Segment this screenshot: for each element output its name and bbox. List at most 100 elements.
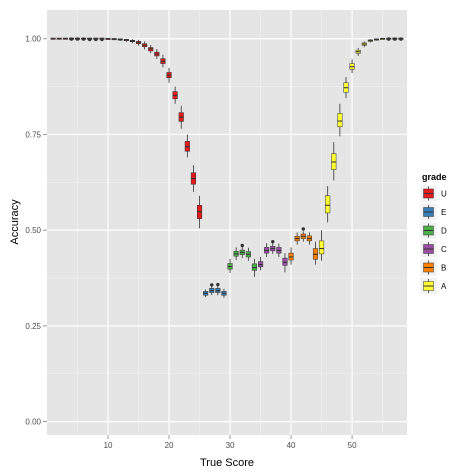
box-18 xyxy=(154,49,160,60)
legend-title: grade xyxy=(422,172,447,182)
box-outlier xyxy=(393,37,397,41)
y-axis-title: Accuracy xyxy=(9,199,21,245)
box-21 xyxy=(172,86,178,104)
box-outlier xyxy=(81,37,86,41)
box-43 xyxy=(306,232,312,245)
legend-item-e: E xyxy=(419,203,446,221)
box-26 xyxy=(203,289,209,298)
box-17 xyxy=(148,44,154,54)
box-7 xyxy=(87,37,93,42)
box-47 xyxy=(331,142,337,181)
y-tick-label: 0.25 xyxy=(25,322,41,331)
plot-background xyxy=(47,10,407,435)
box-10 xyxy=(105,37,111,40)
box-outlier xyxy=(240,243,244,248)
box-body xyxy=(282,257,288,266)
box-52 xyxy=(361,41,367,48)
box-2 xyxy=(56,37,62,40)
box-34 xyxy=(251,258,258,277)
box-25 xyxy=(196,195,203,229)
legend-label: E xyxy=(441,208,446,217)
box-outlier xyxy=(271,239,275,244)
legend-label: C xyxy=(441,245,447,254)
box-outlier xyxy=(75,37,80,41)
box-54 xyxy=(373,38,380,41)
box-53 xyxy=(367,39,373,43)
box-28 xyxy=(215,282,221,296)
box-55 xyxy=(380,37,386,40)
box-14 xyxy=(129,39,135,44)
box-58 xyxy=(398,37,404,41)
box-50 xyxy=(349,59,355,74)
box-outlier xyxy=(88,37,92,42)
x-tick-label: 20 xyxy=(165,441,174,450)
box-3 xyxy=(62,37,68,40)
legend-item-d: D xyxy=(419,221,447,240)
box-16 xyxy=(142,41,148,50)
legend: grade UE DC BA xyxy=(419,172,447,295)
box-outlier xyxy=(100,37,104,42)
box-48 xyxy=(337,103,343,137)
x-tick-label: 40 xyxy=(287,441,296,450)
box-13 xyxy=(123,38,129,42)
legend-item-c: C xyxy=(419,240,447,258)
legend-label: D xyxy=(441,227,447,236)
box-42 xyxy=(300,227,306,242)
box-8 xyxy=(93,37,99,42)
box-4 xyxy=(68,37,74,41)
x-tick-label: 10 xyxy=(104,441,113,450)
box-1 xyxy=(50,37,56,40)
box-56 xyxy=(386,37,392,41)
box-body xyxy=(251,263,258,271)
x-axis: 10 20 30 40 50 xyxy=(104,435,357,450)
box-19 xyxy=(160,54,166,68)
box-33 xyxy=(245,247,251,261)
legend-item-u: U xyxy=(419,184,447,203)
legend-item-b: B xyxy=(419,258,446,277)
x-tick-label: 50 xyxy=(348,441,357,450)
box-29 xyxy=(221,288,227,298)
box-49 xyxy=(343,77,349,99)
x-axis-title: True Score xyxy=(200,457,254,469)
box-20 xyxy=(166,67,172,83)
box-38 xyxy=(276,243,282,257)
legend-item-a: A xyxy=(419,277,447,295)
box-45 xyxy=(319,230,325,261)
box-body xyxy=(325,195,331,214)
legend-label: A xyxy=(441,282,447,291)
legend-label: U xyxy=(441,190,447,199)
box-39 xyxy=(282,253,288,273)
box-36 xyxy=(264,243,270,257)
box-46 xyxy=(325,186,331,223)
box-51 xyxy=(355,47,361,56)
legend-label: B xyxy=(441,264,446,273)
boxes-layer xyxy=(50,37,404,298)
box-40 xyxy=(288,247,294,265)
box-outlier xyxy=(210,283,214,287)
box-outlier xyxy=(301,227,305,231)
box-outlier xyxy=(399,37,403,41)
box-41 xyxy=(294,232,300,245)
box-5 xyxy=(74,37,81,41)
box-body xyxy=(319,240,325,255)
box-24 xyxy=(190,165,196,192)
box-32 xyxy=(239,243,245,259)
box-11 xyxy=(111,38,117,41)
box-57 xyxy=(392,37,398,41)
box-30 xyxy=(227,258,233,274)
legend-entries: UE DC BA xyxy=(419,184,447,295)
box-6 xyxy=(81,37,87,41)
y-tick-label: 0.00 xyxy=(25,418,41,427)
y-tick-label: 0.50 xyxy=(25,226,41,235)
x-tick-label: 30 xyxy=(226,441,235,450)
box-35 xyxy=(258,256,264,271)
box-27 xyxy=(209,283,215,296)
box-15 xyxy=(135,39,142,46)
box-37 xyxy=(270,239,276,254)
box-outlier xyxy=(216,282,220,287)
y-tick-label: 1.00 xyxy=(25,35,41,44)
box-outlier xyxy=(386,37,391,41)
y-tick-label: 0.75 xyxy=(25,130,41,139)
y-axis: 0.00 0.25 0.50 0.75 1.00 xyxy=(25,35,47,427)
